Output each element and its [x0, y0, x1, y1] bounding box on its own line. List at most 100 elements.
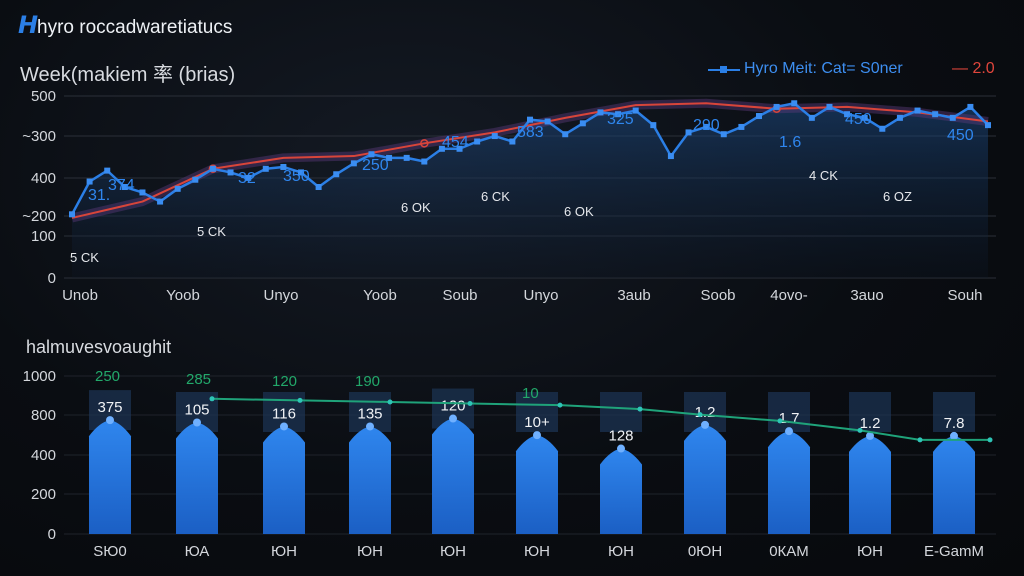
y-tick-label: 0	[48, 270, 56, 287]
bar	[516, 435, 558, 534]
bar-value-label: 7.8	[944, 415, 965, 432]
series-point-primary	[69, 211, 75, 218]
series-point-primary	[509, 138, 516, 145]
inline-label: 5 CK	[70, 250, 99, 265]
data-label: 374	[108, 177, 135, 194]
inline-label: 4 CK	[809, 168, 838, 183]
inline-label: 5 CK	[197, 224, 226, 239]
series-point-primary	[227, 169, 234, 176]
legend-swatch-marker	[720, 66, 727, 73]
inline-label: 6 OZ	[883, 189, 912, 204]
x-tick-label: ЮН	[524, 543, 550, 560]
series-point-primary	[139, 189, 146, 196]
series-point-primary	[738, 123, 745, 130]
y-tick-label: ~200	[22, 208, 56, 225]
bar-peak-marker	[193, 418, 201, 427]
series-point-primary	[615, 111, 622, 118]
series-point-primary	[914, 107, 921, 114]
series-point-primary	[879, 125, 886, 132]
data-label: 450	[845, 111, 872, 128]
bar-value-label: 120	[440, 398, 465, 415]
bar	[600, 448, 642, 534]
series-point-primary	[685, 129, 692, 136]
y-tick-label: 0	[48, 526, 56, 543]
series-point-primary	[262, 165, 269, 172]
line-chart: 500 ~300 400 ~200 100 0 Unob Yoob Unyo Yoob Soub Un…	[22, 88, 996, 304]
bar-backdrop	[768, 392, 810, 432]
bar-peak-marker	[366, 422, 374, 431]
overlay-point	[297, 397, 303, 403]
series-point-primary	[104, 167, 111, 174]
series-point-primary	[791, 100, 798, 107]
series-point-primary	[438, 145, 445, 152]
series-point-primary	[192, 176, 199, 183]
series-point-primary	[298, 169, 304, 176]
series-point-primary	[597, 109, 604, 116]
series-point-primary	[773, 103, 780, 110]
data-label: 250	[362, 157, 389, 174]
series-point-primary	[280, 163, 287, 170]
series-point-primary	[650, 122, 657, 129]
series-point-primary	[456, 145, 463, 152]
overlay-label: 285	[186, 371, 211, 388]
bar-peak-marker	[701, 420, 709, 429]
bar-value-label: 116	[272, 405, 296, 422]
x-tick-label: Unyo	[523, 287, 558, 304]
data-label: 1.6	[779, 134, 801, 151]
bar-backdrop	[933, 392, 975, 432]
overlay-point	[467, 401, 473, 407]
bar-peak-marker	[449, 414, 457, 423]
x-tick-label: 3aub	[617, 287, 650, 304]
series-point-primary	[632, 107, 639, 114]
series-point-primary	[667, 153, 674, 160]
series-point-primary	[491, 133, 498, 140]
bar-peak-marker	[785, 427, 793, 436]
data-label: 31.	[88, 187, 110, 204]
y-tick-label: 800	[31, 407, 56, 424]
overlay-point	[857, 427, 863, 433]
series-point-primary	[949, 114, 956, 121]
y-tick-label: ~300	[22, 128, 56, 145]
bar-chart-title: halmuvesvoaughit	[26, 337, 172, 357]
y-tick-label: 400	[31, 170, 56, 187]
y-tick-label: 100	[31, 228, 56, 245]
overlay-point	[209, 396, 215, 402]
overlay-point	[557, 402, 563, 408]
x-tick-label: Soob	[700, 287, 735, 304]
overlay-label: 250	[95, 368, 120, 385]
overlay-label: 10	[522, 385, 539, 402]
overlay-point	[697, 412, 703, 418]
inline-label: 6 OK	[564, 204, 594, 219]
x-tick-label: Soub	[442, 287, 477, 304]
series-point-primary	[315, 184, 322, 190]
x-tick-label: ЮН	[357, 543, 383, 560]
series-point-primary	[403, 154, 410, 161]
bar-value-label: 375	[97, 399, 122, 416]
bar-peak-marker	[106, 416, 114, 425]
series-point-secondary	[420, 139, 429, 148]
overlay-label: 190	[355, 373, 380, 390]
bar-peak-marker	[533, 431, 541, 440]
series-point-primary	[421, 158, 428, 165]
bar-value-label: 1.2	[860, 415, 881, 432]
bar-value-label: 1.2	[695, 404, 716, 421]
bar-backdrop	[600, 392, 642, 432]
x-tick-label: ЅЮ0	[93, 543, 127, 560]
x-tick-label: 0КАМ	[769, 543, 809, 560]
x-tick-label: ЮН	[440, 543, 466, 560]
line-chart-title: Week(makiem 率 (brias)	[20, 64, 236, 86]
bar-peak-marker	[950, 431, 958, 440]
data-label: 350	[283, 168, 310, 185]
data-label: 454	[442, 134, 469, 151]
y-tick-label: 1000	[23, 368, 56, 385]
series-point-primary	[985, 122, 991, 129]
inline-label: 6 OK	[401, 200, 431, 215]
bar-backdrop	[849, 392, 891, 432]
app-title: hyro roccadwaretiatucs	[37, 17, 233, 38]
series-point-primary	[808, 114, 815, 121]
overlay-point	[777, 418, 783, 424]
series-point-primary	[896, 114, 903, 121]
series-line-secondary	[71, 102, 989, 219]
series-point-primary	[579, 120, 586, 127]
